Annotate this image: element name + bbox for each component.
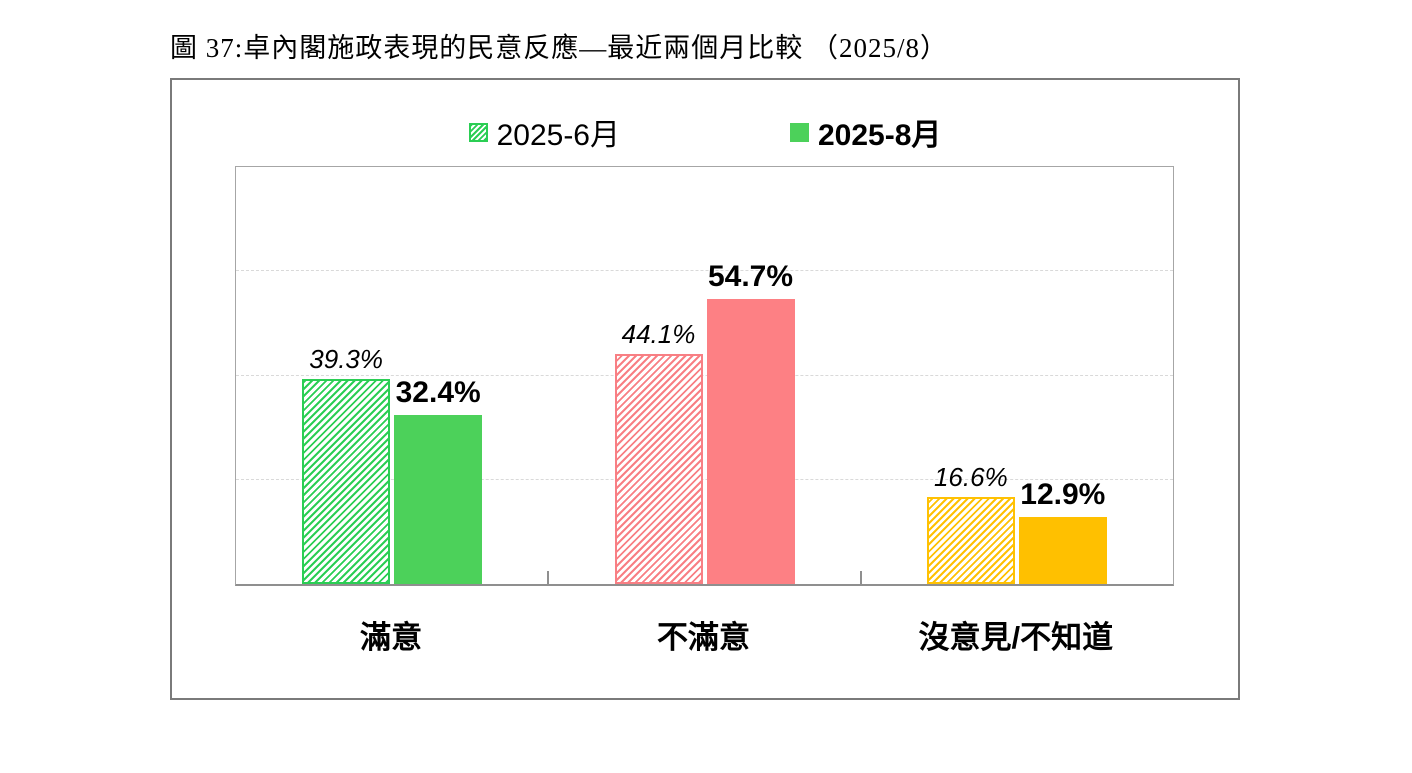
axis-tick bbox=[859, 571, 862, 584]
figure-title: 圖 37:卓內閣施政表現的民意反應—最近兩個月比較 （2025/8） bbox=[170, 33, 949, 63]
category-label-satisfied: 滿意 bbox=[360, 620, 423, 655]
bar-value-label: 32.4% bbox=[395, 376, 481, 410]
bar-hatched-category-0 bbox=[302, 379, 391, 584]
plot-area: 39.3% 32.4% 44.1% 54.7% 16.6% 12.9% bbox=[235, 166, 1174, 586]
legend-marker-hatched-icon bbox=[468, 122, 488, 142]
bar-solid-category-0 bbox=[394, 415, 483, 584]
legend-item-jun: 2025-6月 bbox=[468, 110, 620, 154]
legend: 2025-6月 2025-8月 bbox=[172, 110, 1238, 154]
axis-tick bbox=[547, 571, 550, 584]
bar-value-label: 12.9% bbox=[1020, 477, 1106, 511]
category-axis: 滿意 不滿意 沒意見/不知道 bbox=[235, 612, 1172, 655]
gridline-60 bbox=[236, 270, 1173, 272]
chart-frame: 2025-6月 2025-8月 39.3% 32.4% 44.1% 54.7% 16.6… bbox=[170, 78, 1240, 700]
bar-hatched-category-1 bbox=[614, 354, 703, 584]
bar-value-label: 16.6% bbox=[933, 462, 1008, 493]
gridline-20 bbox=[236, 478, 1173, 480]
legend-label-jun: 2025-6月 bbox=[496, 119, 620, 152]
gridline-40 bbox=[236, 374, 1173, 376]
category-label-dissatisfied: 不滿意 bbox=[657, 620, 750, 655]
bar-value-label: 54.7% bbox=[707, 259, 794, 293]
bar-value-label: 39.3% bbox=[309, 344, 384, 375]
bar-solid-category-2 bbox=[1018, 516, 1107, 584]
legend-marker-solid-icon bbox=[790, 122, 809, 142]
bar-hatched-category-2 bbox=[926, 497, 1015, 584]
bar-value-label: 44.1% bbox=[621, 319, 696, 350]
bar-solid-category-1 bbox=[706, 298, 795, 584]
legend-label-aug: 2025-8月 bbox=[818, 119, 942, 152]
category-label-no-opinion: 沒意見/不知道 bbox=[918, 620, 1114, 655]
legend-item-aug: 2025-8月 bbox=[790, 110, 941, 154]
